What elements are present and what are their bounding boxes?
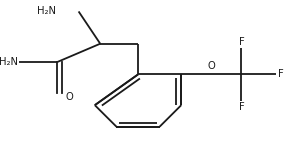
Text: H₂N: H₂N bbox=[37, 7, 56, 16]
Text: O: O bbox=[65, 93, 73, 102]
Text: F: F bbox=[239, 102, 245, 112]
Text: F: F bbox=[239, 37, 245, 47]
Text: H₂N: H₂N bbox=[0, 57, 18, 67]
Text: O: O bbox=[207, 61, 215, 71]
Text: F: F bbox=[278, 69, 284, 79]
